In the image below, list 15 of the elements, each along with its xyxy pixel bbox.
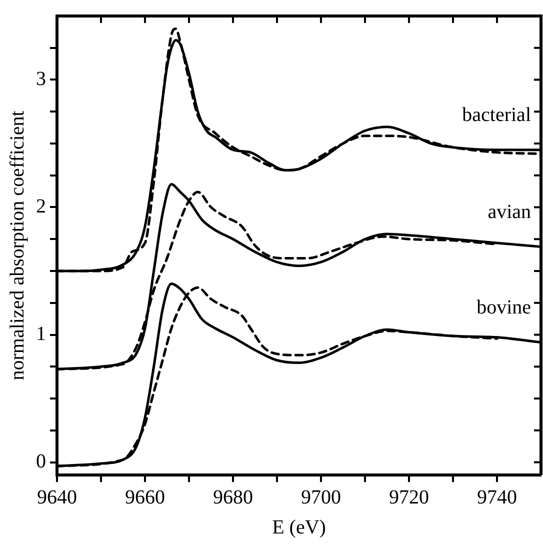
x-axis-title: E (eV) [272,516,326,538]
x-tick-label: 9740 [477,486,517,508]
legend-label: bacterial [462,104,532,126]
x-tick-label: 9700 [301,486,341,508]
y-tick-label: 0 [36,450,46,472]
legend-label: avian [488,201,531,224]
x-tick-label: 9720 [389,486,429,508]
legend-label: bovine [476,296,532,319]
y-axis-title: normalized absorption coefficient [6,110,28,380]
y-tick-label: 1 [36,323,46,345]
y-tick-label: 2 [36,196,46,218]
x-tick-label: 9680 [213,486,253,508]
x-tick-label: 9660 [125,486,165,508]
x-tick-label: 9640 [37,486,77,508]
y-tick-label: 3 [36,68,46,90]
